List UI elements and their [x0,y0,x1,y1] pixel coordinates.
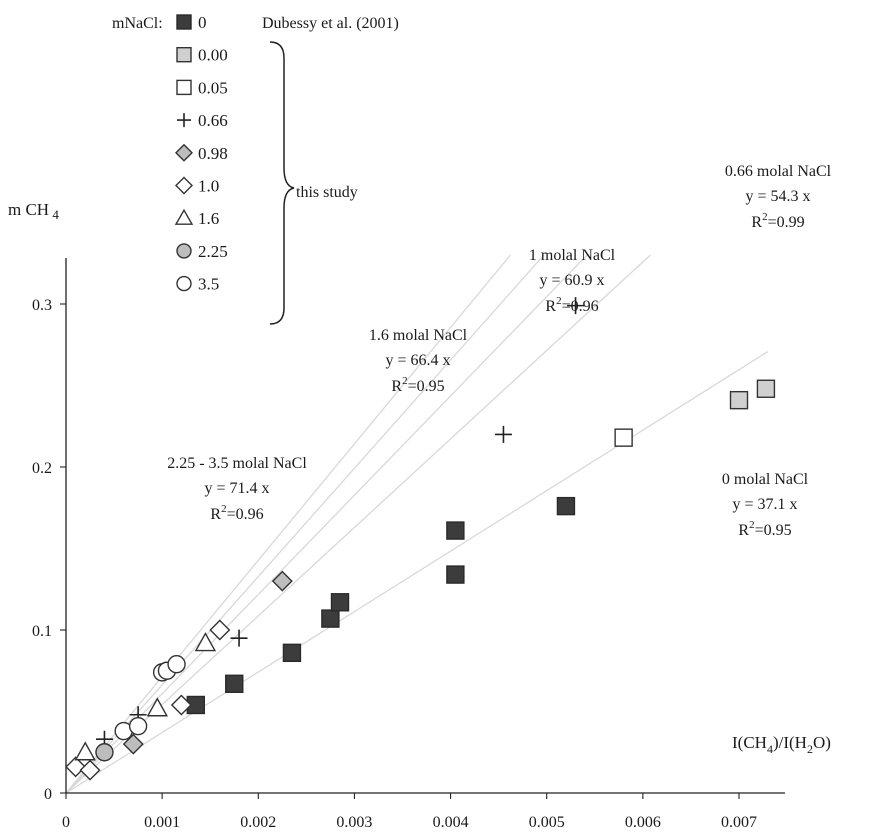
data-point-square-open [614,428,633,447]
fit-r2: R2=0.96 [210,503,263,523]
fit-label: 1 molal NaCl [529,247,616,264]
fit-equation: y = 71.4 x [204,480,269,497]
data-point-triangle-open [194,632,217,652]
x-axis-label: I(CH4)/I(H2O) [732,733,831,756]
fit-r2: R2=0.95 [738,519,791,539]
y-tick-label: 0.1 [32,623,52,640]
fit-r2: R2=0.96 [545,295,598,315]
legend-brace [269,41,295,325]
x-tick-label: 0.005 [529,814,565,831]
data-point-square-grey [756,379,776,398]
data-point-diamond-open [79,759,101,781]
fit-line-1 [65,254,651,794]
legend-marker-circle-grey [176,243,192,259]
x-tick-label: 0.006 [625,814,661,831]
data-point-circle-open [128,716,148,736]
data-point-square-dark [556,496,576,516]
data-point-diamond-grey [122,733,144,755]
fit-equation: y = 60.9 x [539,272,604,289]
legend-marker-diamond-open [175,176,193,195]
data-point-square-dark [282,643,302,663]
fit-label: 0 molal NaCl [722,471,809,488]
legend-source-label: Dubessy et al. (2001) [262,15,399,32]
legend-group-label: this study [296,184,358,201]
y-axis-label: m CH 4 [8,200,59,222]
y-tick-label: 0.2 [32,460,52,477]
data-point-square-dark [225,674,244,693]
data-point-square-grey [729,390,749,410]
fit-equation: y = 66.4 x [385,352,450,369]
fit-label: 1.6 molal NaCl [369,327,468,344]
fit-r2: R2=0.95 [391,375,444,395]
legend-entry-label: 2.25 [198,242,228,261]
legend-marker-square-grey [176,47,192,63]
fit-line-3 [65,254,545,794]
x-tick-label: 0.003 [336,814,372,831]
data-point-square-dark [330,593,350,612]
data-point-plus [494,425,512,443]
legend-entry-label: 0.00 [198,46,228,65]
x-tick-label: 0 [62,814,70,831]
fit-label: 2.25 - 3.5 molal NaCl [167,455,307,472]
data-point-diamond-open [209,619,231,641]
data-point-plus [567,297,585,315]
legend-entry-label: 0 [198,13,207,32]
x-tick-label: 0.002 [240,814,276,831]
legend-entry-label: 1.0 [198,177,219,196]
fit-line-0 [65,350,769,794]
legend-marker-circle-open [176,275,192,292]
legend-entry-label: 0.98 [198,144,228,163]
data-point-circle-open [167,655,186,674]
data-point-triangle-open [74,741,96,761]
data-point-square-dark [446,565,465,584]
fit-line-4 [65,254,511,794]
fit-r2: R2=0.99 [751,211,804,231]
legend-marker-triangle-open [174,208,194,225]
data-point-diamond-grey [271,570,293,592]
fit-label: 0.66 molal NaCl [725,163,832,180]
legend-entry-label: 0.66 [198,111,228,130]
x-tick-label: 0.001 [144,814,180,831]
fit-equation: y = 54.3 x [745,188,810,205]
x-tick-label: 0.004 [433,814,469,831]
fit-equation: y = 37.1 x [732,496,797,513]
legend-marker-square-dark [176,14,192,30]
data-point-square-dark [321,609,340,628]
fit-line-2 [65,254,588,794]
legend-entry-label: 1.6 [198,209,219,228]
data-point-triangle-open [146,697,169,717]
data-point-circle-grey [95,743,114,762]
legend-title: mNaCl: [112,15,163,32]
legend-entry-label: 0.05 [198,78,228,97]
data-point-plus [230,629,248,647]
data-point-diamond-open [170,694,192,716]
legend-marker-diamond-grey [175,143,193,162]
x-tick-label: 0.007 [721,814,757,831]
y-tick-label: 0 [44,786,52,803]
legend-marker-plus [177,113,191,128]
legend-marker-square-open [176,79,192,96]
data-point-diamond-open [65,756,87,778]
legend-entry-label: 3.5 [198,275,219,294]
data-point-square-dark [446,521,465,540]
y-tick-label: 0.3 [32,297,52,314]
